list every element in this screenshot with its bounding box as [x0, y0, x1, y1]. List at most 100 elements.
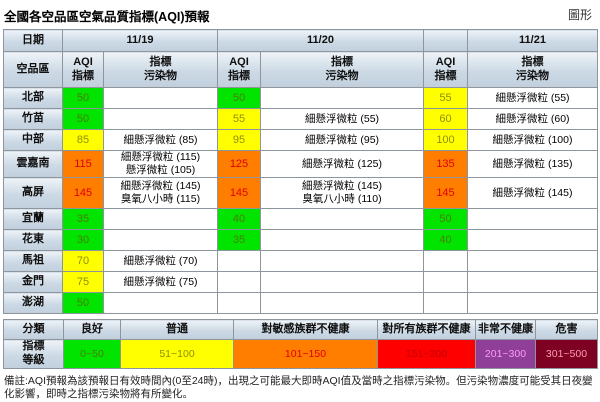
legend-range: 151~200	[377, 339, 476, 369]
pollutant-cell: 細懸浮微粒 (95)	[260, 129, 424, 151]
aqi-cell: 85	[62, 129, 104, 151]
aqi-cell: 60	[423, 108, 468, 130]
aqi-cell	[217, 271, 261, 293]
aqi-col-header-3: AQI 指標	[423, 51, 468, 88]
aqi-cell: 125	[217, 150, 261, 178]
pollutant-col-header-1: 指標 污染物	[103, 51, 218, 88]
legend-range: 0~50	[63, 339, 121, 369]
aqi-cell: 50	[423, 208, 468, 230]
pollutant-cell	[103, 108, 218, 130]
aqi-cell	[423, 271, 468, 293]
aqi-cell: 95	[217, 129, 261, 151]
pollutant-cell: 細懸浮微粒 (145) 臭氧八小時 (110)	[260, 177, 424, 209]
region-cell: 雲嘉南	[3, 150, 63, 178]
pollutant-cell	[467, 271, 598, 293]
aqi-cell: 50	[217, 87, 261, 109]
pollutant-cell	[103, 229, 218, 251]
region-cell: 宜蘭	[3, 208, 63, 230]
pollutant-cell: 細懸浮微粒 (60)	[467, 108, 598, 130]
pollutant-cell	[467, 208, 598, 230]
column-header-row: 空品區 AQI 指標 指標 污染物 AQI 指標 指標 污染物 AQI 指標 指…	[3, 51, 598, 88]
pollutant-cell: 細懸浮微粒 (115) 懸浮微粒 (105)	[103, 150, 218, 178]
pollutant-cell	[260, 208, 424, 230]
region-cell: 北部	[3, 87, 63, 109]
pollutant-cell: 細懸浮微粒 (55)	[467, 87, 598, 109]
pollutant-col-header-2: 指標 污染物	[260, 51, 424, 88]
aqi-cell: 50	[62, 87, 104, 109]
legend-category-label: 分類	[3, 319, 64, 340]
pollutant-cell: 細懸浮微粒 (85)	[103, 129, 218, 151]
date-header-3: 11/21	[467, 29, 598, 52]
table-row: 金門 75 細懸浮微粒 (75)	[3, 271, 598, 293]
legend-range: 301~500	[535, 339, 598, 369]
pollutant-cell	[467, 250, 598, 272]
aqi-cell: 55	[217, 108, 261, 130]
aqi-cell: 70	[62, 250, 104, 272]
legend-range: 51~100	[120, 339, 234, 369]
legend-category: 危害	[535, 319, 598, 340]
aqi-cell: 145	[423, 177, 468, 209]
aqi-col-header-1: AQI 指標	[62, 51, 104, 88]
pollutant-cell: 細懸浮微粒 (145)	[467, 177, 598, 209]
aqi-cell: 35	[217, 229, 261, 251]
pollutant-cell: 細懸浮微粒 (135)	[467, 150, 598, 178]
table-row: 竹苗 50 55 細懸浮微粒 (55) 60 細懸浮微粒 (60)	[3, 108, 598, 130]
aqi-cell: 100	[423, 129, 468, 151]
region-label: 空品區	[3, 51, 63, 88]
date-header-1: 11/19	[62, 29, 218, 52]
pollutant-cell	[103, 208, 218, 230]
pollutant-cell	[103, 87, 218, 109]
table-row: 雲嘉南 115 細懸浮微粒 (115) 懸浮微粒 (105) 125 細懸浮微粒…	[3, 150, 598, 178]
date-header-2: 11/20	[217, 29, 424, 52]
date-header-spacer	[423, 29, 468, 52]
aqi-col-header-2: AQI 指標	[217, 51, 261, 88]
region-cell: 花東	[3, 229, 63, 251]
pollutant-cell: 細懸浮微粒 (145) 臭氧八小時 (115)	[103, 177, 218, 209]
aqi-cell: 145	[217, 177, 261, 209]
pollutant-cell	[260, 229, 424, 251]
legend-range: 101~150	[233, 339, 378, 369]
legend-level-label: 指標 等級	[3, 339, 64, 369]
aqi-cell: 50	[62, 108, 104, 130]
legend-category: 對所有族群不健康	[377, 319, 476, 340]
aqi-cell	[217, 250, 261, 272]
pollutant-cell	[103, 292, 218, 314]
aqi-cell	[217, 292, 261, 314]
title-bar: 全國各空品區空氣品質指標(AQI)預報 圖形	[0, 0, 600, 29]
pollutant-cell: 細懸浮微粒 (55)	[260, 108, 424, 130]
pollutant-cell	[260, 87, 424, 109]
table-row: 馬祖 70 細懸浮微粒 (70)	[3, 250, 598, 272]
aqi-cell: 135	[423, 150, 468, 178]
legend-category: 普通	[120, 319, 234, 340]
region-cell: 澎湖	[3, 292, 63, 314]
aqi-cell: 50	[62, 292, 104, 314]
pollutant-cell	[260, 271, 424, 293]
legend-range: 201~300	[475, 339, 536, 369]
aqi-cell: 115	[62, 150, 104, 178]
pollutant-cell: 細懸浮微粒 (125)	[260, 150, 424, 178]
aqi-forecast-table: 日期 11/19 11/20 11/21 空品區 AQI 指標 指標 污染物 A…	[3, 29, 598, 314]
pollutant-col-header-3: 指標 污染物	[467, 51, 598, 88]
aqi-cell: 40	[217, 208, 261, 230]
aqi-cell: 75	[62, 271, 104, 293]
pollutant-cell: 細懸浮微粒 (75)	[103, 271, 218, 293]
footnote: 備註:AQI預報為該預報日有效時間內(0至24時)，出現之可能最大即時AQI值及…	[4, 374, 593, 401]
pollutant-cell: 細懸浮微粒 (100)	[467, 129, 598, 151]
table-row: 北部 50 50 55 細懸浮微粒 (55)	[3, 87, 598, 109]
legend-category: 非常不健康	[475, 319, 536, 340]
table-row: 澎湖 50	[3, 292, 598, 314]
region-cell: 馬祖	[3, 250, 63, 272]
table-row: 宜蘭 35 40 50	[3, 208, 598, 230]
aqi-cell: 30	[62, 229, 104, 251]
legend-category: 對敏感族群不健康	[233, 319, 378, 340]
pollutant-cell	[467, 229, 598, 251]
table-row: 花東 30 35 40	[3, 229, 598, 251]
graphic-view-link[interactable]: 圖形	[567, 8, 592, 22]
date-label: 日期	[3, 29, 63, 52]
table-row: 中部 85 細懸浮微粒 (85) 95 細懸浮微粒 (95) 100 細懸浮微粒…	[3, 129, 598, 151]
table-row: 高屏 145 細懸浮微粒 (145) 臭氧八小時 (115) 145 細懸浮微粒…	[3, 177, 598, 209]
pollutant-cell	[467, 292, 598, 314]
region-cell: 高屏	[3, 177, 63, 209]
aqi-cell: 55	[423, 87, 468, 109]
legend-category-row: 分類 良好 普通 對敏感族群不健康 對所有族群不健康 非常不健康 危害	[3, 319, 598, 340]
